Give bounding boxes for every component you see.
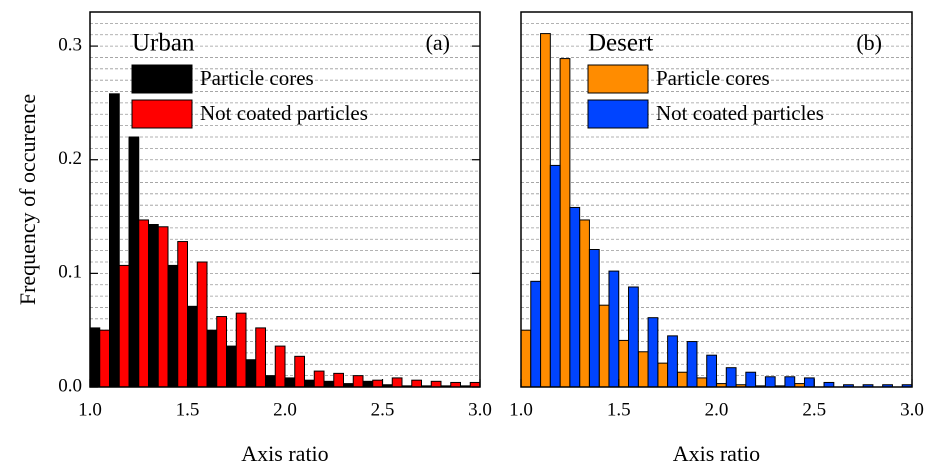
bar (569, 206, 581, 388)
bar (109, 93, 120, 388)
y-tick-label: 0.0 (58, 375, 82, 396)
bar (255, 327, 266, 388)
bar (559, 58, 571, 388)
bar (128, 136, 140, 388)
panel-title: Desert (588, 30, 653, 57)
x-tick-label: 2.0 (705, 399, 729, 420)
bar (187, 305, 198, 388)
legend-swatch (587, 64, 649, 94)
x-tick-label: 2.5 (371, 399, 395, 420)
bar (362, 380, 374, 388)
bar (118, 264, 130, 388)
x-tick-label: 3.0 (468, 399, 492, 420)
bar (618, 339, 630, 388)
legend-swatch (131, 64, 193, 94)
x-tick-label: 3.0 (900, 399, 924, 420)
bar (598, 304, 610, 388)
bar (372, 379, 383, 388)
bar (99, 329, 110, 388)
panel-title: Urban (132, 30, 195, 57)
bar (148, 224, 159, 388)
legend-label: Particle cores (656, 66, 770, 90)
bar (549, 164, 561, 388)
bar (274, 345, 286, 388)
bar (608, 270, 620, 388)
x-tick-label: 2.5 (802, 399, 826, 420)
legend-label: Particle cores (200, 66, 314, 90)
bar (764, 376, 776, 388)
bar (89, 327, 101, 388)
bar (784, 376, 796, 388)
y-tick-label: 0.1 (58, 262, 82, 283)
panel-annotation: (a) (426, 30, 450, 55)
bar (686, 341, 698, 388)
bar (628, 286, 639, 388)
bar (284, 377, 296, 388)
bar (177, 241, 188, 388)
x-tick-label: 2.0 (273, 399, 297, 420)
x-axis-label: Axis ratio (241, 441, 328, 466)
bar (138, 219, 149, 388)
bar (803, 377, 815, 388)
legend-swatch (587, 99, 649, 129)
bar (157, 226, 169, 388)
bar (696, 377, 708, 388)
bar (226, 345, 237, 388)
bar (411, 379, 422, 388)
bar (391, 377, 403, 388)
bar (216, 316, 227, 388)
bar (530, 280, 542, 388)
x-tick-label: 1.5 (607, 399, 631, 420)
bar (235, 312, 247, 388)
y-tick-label: 0.2 (58, 148, 82, 169)
bar (430, 380, 442, 388)
bar (706, 354, 717, 388)
bar (520, 329, 532, 388)
bar (676, 371, 688, 388)
bar (294, 355, 305, 388)
bar (647, 317, 659, 388)
bar (667, 335, 678, 388)
bar (745, 371, 757, 388)
bar (167, 264, 179, 388)
legend-label: Not coated particles (656, 101, 824, 125)
x-axis-label: Axis ratio (673, 441, 760, 466)
bar (352, 375, 364, 388)
y-axis-label: Frequency of occurence (15, 94, 40, 305)
bar (588, 249, 600, 388)
bar (323, 380, 335, 388)
x-tick-label: 1.0 (509, 399, 533, 420)
bar (725, 367, 737, 388)
bar (196, 261, 208, 388)
bar (313, 370, 325, 388)
bar (540, 33, 551, 388)
bar (579, 219, 590, 388)
bar (245, 359, 257, 388)
bar (206, 329, 218, 388)
legend-swatch (131, 99, 193, 129)
bar (304, 379, 315, 388)
y-tick-label: 0.3 (58, 34, 82, 55)
bar (333, 372, 344, 388)
bar (657, 362, 669, 388)
x-tick-label: 1.0 (78, 399, 102, 420)
panel-annotation: (b) (856, 30, 882, 55)
bar (265, 375, 276, 388)
x-tick-label: 1.5 (176, 399, 200, 420)
legend-label: Not coated particles (200, 101, 368, 125)
bar (637, 351, 649, 388)
